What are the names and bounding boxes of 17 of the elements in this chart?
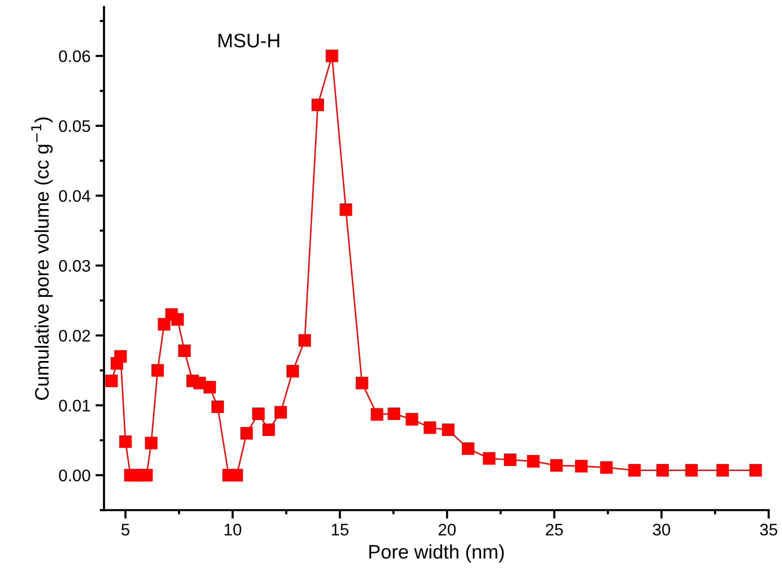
annotation: MSU-H [218, 34, 280, 48]
x-tick-label: 5 [121, 524, 130, 536]
y-tick-label: 0.03 [59, 260, 90, 272]
x-tick-label: 35 [760, 524, 778, 536]
x-tick-label: 10 [224, 524, 242, 536]
x-tick-label: 25 [546, 524, 563, 536]
x-axis-title: Pore width (nm) [369, 544, 504, 563]
y-tick-label: 0.06 [59, 50, 90, 62]
y-tick-label: 0.01 [59, 400, 90, 412]
y-axis-title: Cumulative pore volume (cc g$^{−1}$) [31, 118, 53, 400]
x-tick-label: 15 [332, 524, 348, 536]
y-tick-label: 0.05 [59, 120, 90, 132]
x-tick-label: 20 [438, 524, 456, 536]
y-tick-label: 0.04 [59, 190, 90, 202]
x-tick-label: 30 [652, 524, 670, 536]
y-tick-label: 0.02 [59, 330, 90, 342]
y-tick-label: 0.00 [59, 470, 90, 482]
